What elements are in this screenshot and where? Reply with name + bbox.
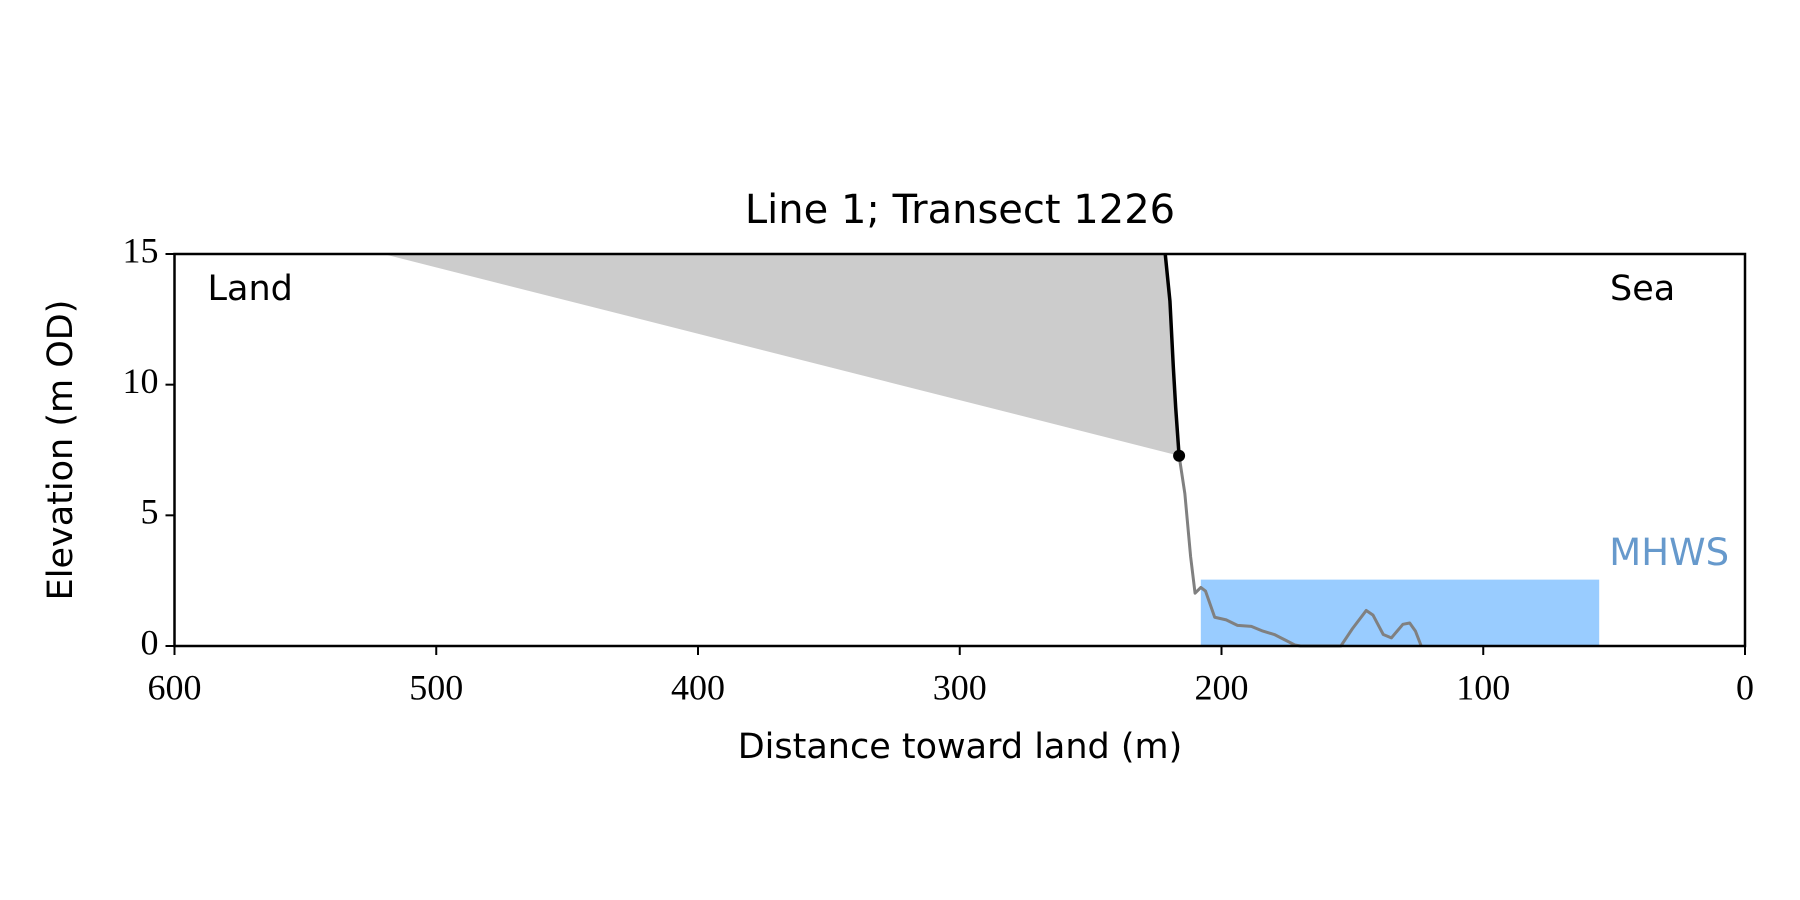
x-tick-label: 200 — [1195, 667, 1249, 707]
y-tick-label: 15 — [123, 230, 159, 270]
x-tick-label: 0 — [1736, 667, 1754, 707]
annotation: Sea — [1610, 269, 1675, 309]
cut-area — [383, 254, 1180, 456]
y-tick-label: 0 — [141, 622, 159, 662]
mhws-band — [1200, 579, 1600, 646]
x-tick-label: 300 — [933, 667, 987, 707]
x-tick-label: 500 — [409, 667, 463, 707]
profile-line — [1177, 455, 1423, 648]
profile-line — [1163, 253, 1181, 456]
x-axis-label: Distance toward land (m) — [738, 727, 1183, 767]
y-axis-label: Elevation (m OD) — [41, 300, 81, 601]
y-tick-label: 10 — [123, 361, 159, 401]
cliff-point — [1173, 449, 1186, 462]
y-tick-label: 5 — [141, 492, 159, 532]
mhws-label: MHWS — [1609, 531, 1729, 574]
x-tick-label: 400 — [671, 667, 725, 707]
x-tick-label: 100 — [1456, 667, 1510, 707]
annotation: Land — [208, 269, 293, 309]
x-tick-label: 600 — [148, 667, 202, 707]
chart-title: Line 1; Transect 1226 — [745, 187, 1175, 233]
